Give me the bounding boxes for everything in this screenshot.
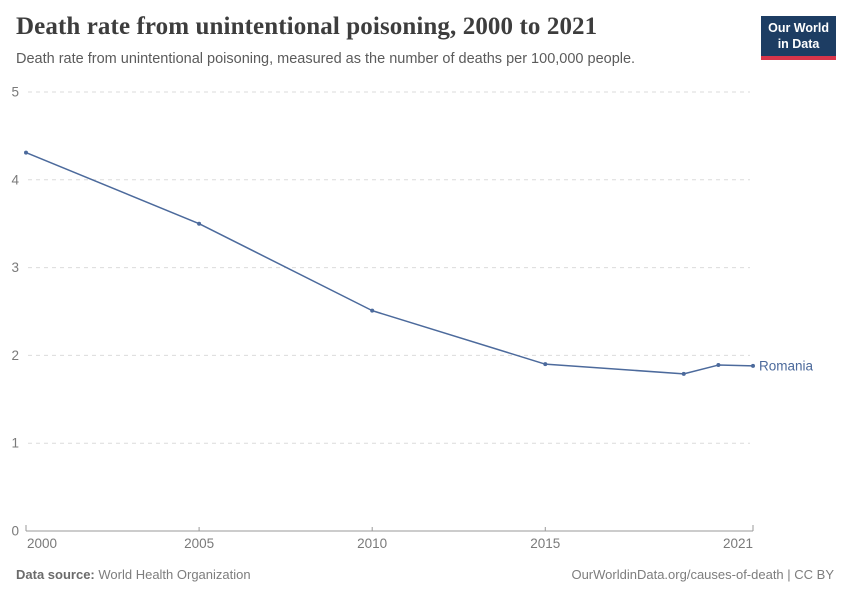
data-point-marker (24, 150, 28, 155)
x-tick-label: 2021 (723, 536, 753, 551)
data-point-marker (751, 363, 755, 368)
attribution-link[interactable]: OurWorldinData.org/causes-of-death | CC … (571, 567, 834, 582)
data-point-marker (716, 363, 721, 368)
chart-footer: Data source: World Health Organization O… (16, 567, 834, 582)
data-line (25, 151, 754, 375)
chart-subtitle: Death rate from unintentional poisoning,… (16, 51, 636, 67)
owid-logo-line1: Our World (768, 21, 829, 35)
data-point-marker (543, 362, 548, 367)
data-source-value: World Health Organization (98, 567, 251, 582)
x-tick-label: 2000 (27, 536, 57, 551)
data-source: Data source: World Health Organization (16, 567, 251, 582)
owid-logo-line2: in Data (777, 36, 820, 51)
y-tick-label: 1 (11, 436, 19, 451)
y-tick-label: 0 (11, 524, 19, 539)
chart-title: Death rate from unintentional poisoning,… (16, 13, 598, 40)
series-end-label[interactable]: Romania (759, 358, 814, 373)
owid-logo[interactable]: Our World in Data (761, 16, 836, 61)
x-tick-label: 2015 (530, 536, 560, 551)
x-tick-label: 2005 (184, 536, 214, 551)
data-source-label: Data source: (16, 567, 95, 582)
data-point-marker (370, 308, 375, 313)
y-tick-label: 2 (11, 348, 19, 363)
line-chart: 0 1 2 3 4 5 2000 2005 2010 2015 2021 Romania (11, 85, 814, 552)
y-tick-label: 5 (11, 85, 19, 100)
data-point-marker (197, 221, 202, 226)
x-tick-label: 2010 (357, 536, 387, 551)
data-point-marker (681, 371, 686, 376)
y-tick-label: 4 (11, 172, 19, 187)
y-tick-label: 3 (11, 260, 19, 275)
